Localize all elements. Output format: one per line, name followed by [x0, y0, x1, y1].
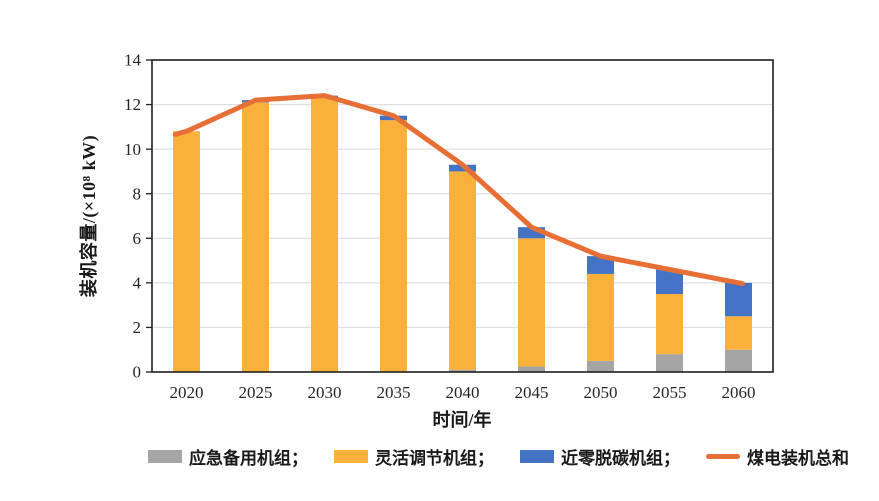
legend-item-0: 应急备用机组； [148, 444, 308, 469]
x-tick-label: 2035 [377, 383, 411, 402]
x-tick-label: 2040 [446, 383, 480, 402]
x-tick-label: 2030 [308, 383, 342, 402]
x-axis-title: 时间/年 [432, 410, 492, 430]
legend-item-3: 煤电装机总和 [706, 444, 849, 469]
y-axis-title: 装机容量/(×10⁸ kW) [79, 134, 99, 298]
plot-area: 0 2 4 6 8 10 12 14 2020 2025 2030 2035 2040 2045 2050 2… [124, 51, 774, 402]
bar-segment [587, 273, 614, 361]
legend-color-swatch [148, 450, 182, 463]
y-tick-label: 14 [124, 51, 142, 70]
bar-segment [173, 131, 200, 372]
x-tick-label: 2045 [515, 383, 549, 402]
legend: 应急备用机组； 灵活调节机组； 近零脱碳机组； 煤电装机总和 [148, 444, 849, 469]
y-tick-label: 6 [133, 229, 142, 248]
total-line [173, 93, 745, 287]
x-tick-label: 2055 [653, 383, 687, 402]
y-tick-label: 4 [133, 273, 142, 292]
y-tick-label: 12 [124, 95, 141, 114]
x-tick-label: 2060 [722, 383, 756, 402]
x-tick-label: 2050 [584, 383, 618, 402]
y-tick-label: 10 [124, 140, 141, 159]
legend-color-swatch [520, 450, 554, 463]
legend-item-1: 灵活调节机组； [334, 444, 494, 469]
y-tick-label: 8 [133, 184, 142, 203]
bar-segment [518, 227, 545, 239]
legend-color-swatch [334, 450, 368, 463]
bar-segment [725, 316, 752, 350]
bar-segment [518, 366, 545, 372]
bar-segment [587, 360, 614, 372]
legend-item-2: 近零脱碳机组； [520, 444, 680, 469]
bar-segment [725, 282, 752, 317]
bar-segment [656, 294, 683, 355]
legend-label: 煤电装机总和 [747, 449, 849, 468]
plot-border [151, 59, 774, 373]
legend-label: 近零脱碳机组； [561, 449, 680, 468]
y-tick-label: 0 [133, 363, 142, 382]
x-tick-label: 2020 [170, 383, 204, 402]
legend-line-swatch [706, 454, 740, 459]
legend-label: 灵活调节机组； [375, 449, 494, 468]
x-tick-label: 2025 [239, 383, 273, 402]
bar-segment [587, 256, 614, 274]
bar-segment [449, 369, 476, 372]
bar-segment [725, 349, 752, 372]
bar-segment [449, 171, 476, 370]
bar-segment [518, 238, 545, 367]
bar-segment [656, 354, 683, 372]
bar-segment [380, 120, 407, 373]
legend-label: 应急备用机组； [189, 449, 308, 468]
bar-segment [242, 102, 269, 372]
y-tick-label: 2 [133, 318, 142, 337]
bar-segment [311, 97, 338, 372]
